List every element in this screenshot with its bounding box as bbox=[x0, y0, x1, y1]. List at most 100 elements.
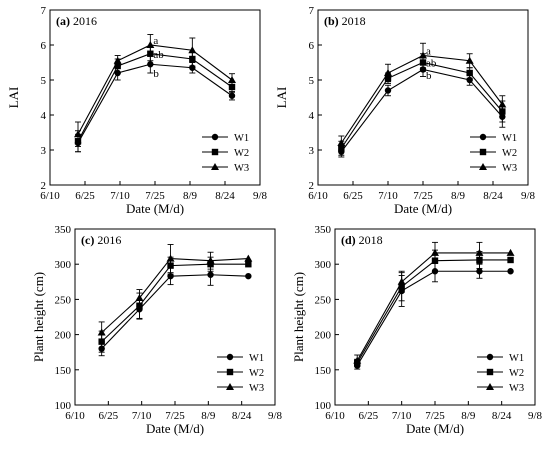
series-W3 bbox=[74, 34, 236, 147]
legend-marker bbox=[486, 353, 494, 361]
y-tick-label: 250 bbox=[55, 294, 72, 306]
x-tick-label: 7/25 bbox=[413, 190, 433, 202]
x-tick-label: 8/24 bbox=[232, 410, 252, 422]
x-tick-label: 7/10 bbox=[392, 410, 412, 422]
legend-marker bbox=[226, 353, 234, 361]
y-tick-label: 3 bbox=[41, 145, 47, 157]
panel-label: (d) bbox=[341, 233, 356, 247]
significance-letter: a bbox=[426, 45, 431, 57]
series-W3 bbox=[353, 241, 515, 367]
x-axis-label: Date (M/d) bbox=[146, 421, 204, 436]
y-axis-label: Plant height (cm) bbox=[291, 272, 306, 362]
y-axis-label: LAI bbox=[274, 87, 289, 109]
x-tick-label: 6/10 bbox=[40, 190, 60, 202]
x-tick-label: 8/9 bbox=[461, 410, 476, 422]
y-tick-label: 300 bbox=[315, 259, 332, 271]
data-point bbox=[498, 100, 507, 108]
y-axis-label: LAI bbox=[6, 87, 21, 109]
data-point bbox=[244, 254, 253, 262]
panel-title: (c) 2016 bbox=[81, 233, 121, 247]
series-line bbox=[356, 270, 511, 366]
x-tick-label: 8/9 bbox=[183, 190, 198, 202]
y-tick-label: 7 bbox=[309, 5, 315, 17]
panel-title: (b) 2018 bbox=[324, 14, 366, 28]
x-tick-label: 6/10 bbox=[65, 410, 85, 422]
data-point bbox=[476, 268, 483, 275]
x-tick-label: 9/8 bbox=[528, 410, 543, 422]
panel-year: 2016 bbox=[73, 14, 97, 28]
panel-label: (b) bbox=[324, 14, 339, 28]
legend-label: W1 bbox=[509, 353, 524, 364]
x-tick-label: 7/10 bbox=[378, 190, 398, 202]
x-tick-label: 9/8 bbox=[521, 190, 536, 202]
data-point bbox=[475, 248, 484, 256]
legend-label: W2 bbox=[249, 368, 264, 379]
data-point bbox=[337, 139, 346, 146]
y-tick-label: 150 bbox=[55, 365, 72, 377]
x-tick-label: 6/10 bbox=[325, 410, 345, 422]
legend-label: W1 bbox=[249, 353, 264, 364]
y-tick-label: 350 bbox=[55, 224, 72, 236]
legend-label: W2 bbox=[502, 148, 517, 159]
legend-marker bbox=[226, 383, 234, 390]
significance-letter: ab bbox=[426, 58, 437, 70]
x-tick-label: 8/24 bbox=[483, 190, 503, 202]
series-W2 bbox=[98, 256, 252, 353]
legend-label: W3 bbox=[502, 163, 517, 174]
data-point bbox=[419, 51, 427, 59]
data-point bbox=[207, 271, 214, 278]
y-tick-label: 6 bbox=[41, 40, 47, 52]
series-W2 bbox=[74, 46, 236, 153]
data-point bbox=[147, 61, 154, 68]
data-point bbox=[245, 272, 252, 280]
legend: W1 W2 W3 bbox=[217, 353, 264, 394]
data-point bbox=[431, 248, 439, 256]
data-point bbox=[384, 87, 392, 94]
y-tick-label: 5 bbox=[309, 75, 315, 87]
y-tick-label: 150 bbox=[315, 365, 332, 377]
x-tick-label: 8/9 bbox=[451, 190, 466, 202]
data-point bbox=[507, 268, 514, 275]
series-W1 bbox=[98, 263, 252, 357]
series-line bbox=[340, 61, 503, 149]
y-tick-label: 100 bbox=[315, 400, 332, 412]
panel-title: (a) 2016 bbox=[56, 14, 97, 28]
panel-title: (d) 2018 bbox=[341, 233, 383, 247]
legend-marker bbox=[211, 133, 219, 141]
chart-panel-a: 6/10 6/25 7/10 7/25 8/9 8/24 9/8 2 3 4 5 6 7 Date (M/… bbox=[6, 5, 268, 216]
chart-panel-b: 6/10 6/25 7/10 7/25 8/9 8/24 9/8 2 3 4 5 6 7 Date (M/… bbox=[274, 5, 536, 216]
significance-letter: ab bbox=[153, 49, 164, 61]
legend-label: W1 bbox=[502, 133, 517, 144]
data-point bbox=[353, 356, 362, 364]
series-W2 bbox=[354, 249, 514, 367]
y-tick-label: 200 bbox=[55, 330, 72, 342]
y-tick-label: 5 bbox=[41, 75, 47, 87]
legend-label: W3 bbox=[509, 383, 524, 394]
data-point bbox=[206, 256, 215, 264]
legend-label: W1 bbox=[234, 133, 249, 144]
y-tick-label: 4 bbox=[41, 110, 47, 122]
data-point bbox=[74, 130, 82, 138]
x-axis-label: Date (M/d) bbox=[394, 201, 452, 216]
legend-marker bbox=[486, 383, 494, 390]
data-point bbox=[228, 83, 236, 91]
panel-label: (a) bbox=[56, 14, 70, 28]
y-tick-label: 2 bbox=[41, 180, 47, 192]
significance-letter: b bbox=[153, 68, 159, 80]
x-tick-label: 7/10 bbox=[132, 410, 152, 422]
panel-label: (c) bbox=[81, 233, 94, 247]
legend-label: W3 bbox=[249, 383, 264, 394]
legend: W1 W2 W3 bbox=[470, 133, 517, 174]
y-axis-label: Plant height (cm) bbox=[31, 272, 46, 362]
x-tick-label: 8/9 bbox=[201, 410, 216, 422]
y-tick-label: 100 bbox=[55, 400, 72, 412]
legend-label: W3 bbox=[234, 163, 249, 174]
data-point bbox=[228, 76, 236, 83]
legend-label: W2 bbox=[509, 368, 524, 379]
legend-marker bbox=[479, 148, 487, 156]
legend: W1 W2 W3 bbox=[202, 133, 249, 174]
series-W3 bbox=[97, 244, 253, 344]
series-W1 bbox=[354, 260, 514, 370]
chart-panel-d: 6/10 6/25 7/10 7/25 8/9 8/24 9/8 100 150 200 250 30… bbox=[291, 224, 543, 436]
x-tick-label: 7/10 bbox=[110, 190, 130, 202]
